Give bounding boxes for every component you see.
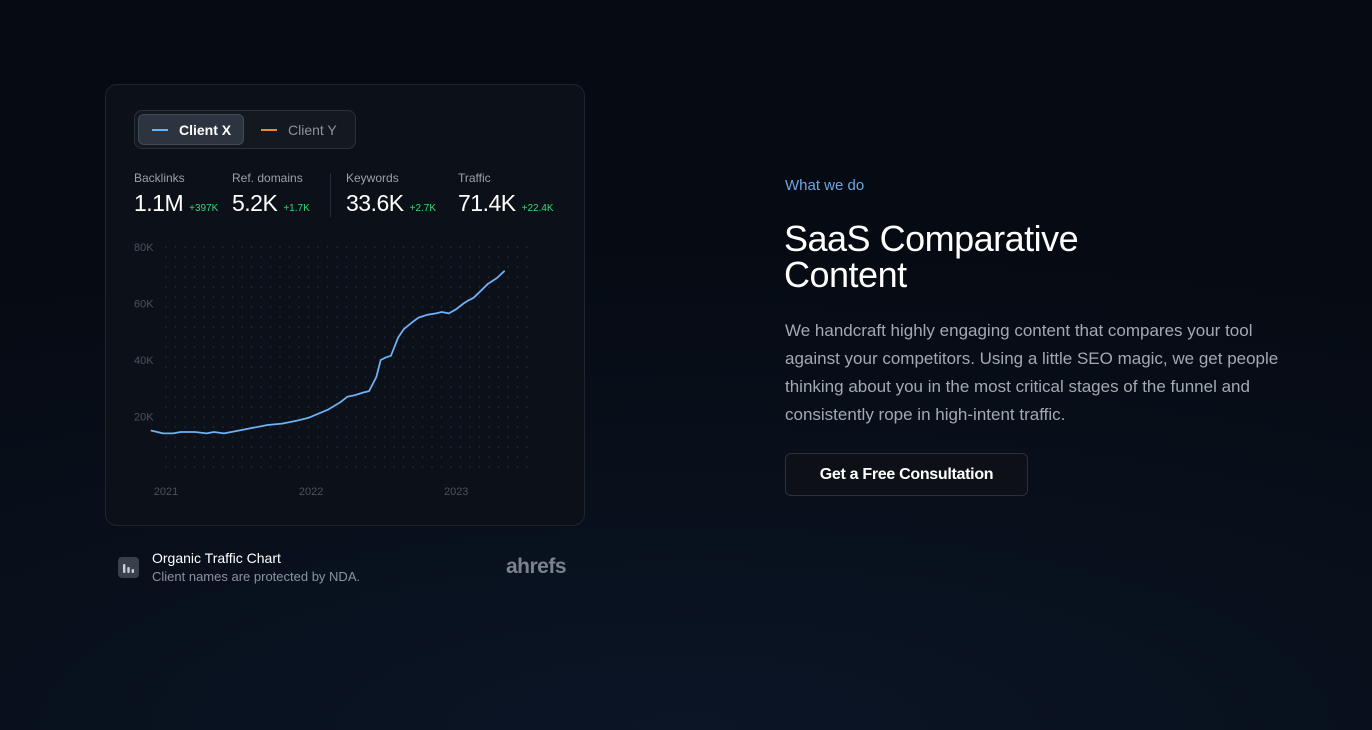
metric-value: 1.1M	[134, 190, 184, 216]
metric-traffic: Traffic 71.4K +22.4K	[458, 171, 554, 217]
metric-delta: +1.7K	[283, 203, 310, 214]
y-tick-label: 60K	[134, 299, 154, 311]
chart-grid	[165, 246, 528, 468]
metric-delta: +2.7K	[409, 203, 437, 214]
client-y-button[interactable]: Client Y	[248, 114, 352, 145]
metric-ref-domains: Ref. domains 5.2K +1.7K	[232, 171, 310, 217]
chart-caption-title: Organic Traffic Chart	[152, 550, 281, 566]
metric-value: 71.4K	[458, 190, 516, 216]
free-consultation-button[interactable]: Get a Free Consultation	[785, 453, 1028, 496]
series-line	[150, 270, 506, 435]
x-tick-label: 2023	[444, 486, 468, 498]
metric-value: 5.2K	[232, 190, 278, 216]
metric-delta: +397K	[189, 203, 219, 214]
bar-chart-icon	[118, 557, 139, 578]
y-tick-label: 80K	[134, 242, 154, 254]
traffic-card: Client X Client Y Backlinks 1.1M +397K R…	[105, 84, 585, 526]
metric-label: Traffic	[458, 171, 491, 185]
section-body: We handcraft highly engaging content tha…	[785, 321, 1279, 424]
chart-caption-subtitle: Client names are protected by NDA.	[152, 569, 361, 584]
section-eyebrow: What we do	[785, 177, 865, 194]
metric-delta: +22.4K	[521, 203, 554, 214]
x-tick-label: 2022	[299, 486, 323, 498]
client-y-label: Client Y	[288, 121, 337, 138]
ahrefs-logo: ahrefs	[506, 555, 567, 578]
metric-backlinks: Backlinks 1.1M +397K	[134, 171, 218, 217]
metric-label: Keywords	[346, 171, 399, 185]
traffic-line-chart: 80K 60K 40K 20K 2021 2022 2023	[134, 242, 528, 498]
y-tick-label: 20K	[134, 412, 154, 424]
metric-keywords: Keywords 33.6K +2.7K	[346, 171, 436, 217]
client-x-label: Client X	[179, 121, 232, 138]
metric-value: 33.6K	[346, 190, 404, 216]
section-headline: SaaS Comparative Content	[784, 218, 1079, 295]
metric-label: Backlinks	[134, 171, 185, 185]
client-y-swatch	[261, 128, 277, 131]
client-toggle: Client X Client Y	[134, 110, 356, 149]
client-x-button[interactable]: Client X	[138, 114, 244, 145]
x-tick-label: 2021	[154, 486, 178, 498]
metrics-divider	[330, 173, 331, 217]
metric-label: Ref. domains	[232, 171, 303, 185]
client-x-swatch	[152, 128, 168, 131]
y-tick-label: 40K	[134, 355, 154, 367]
